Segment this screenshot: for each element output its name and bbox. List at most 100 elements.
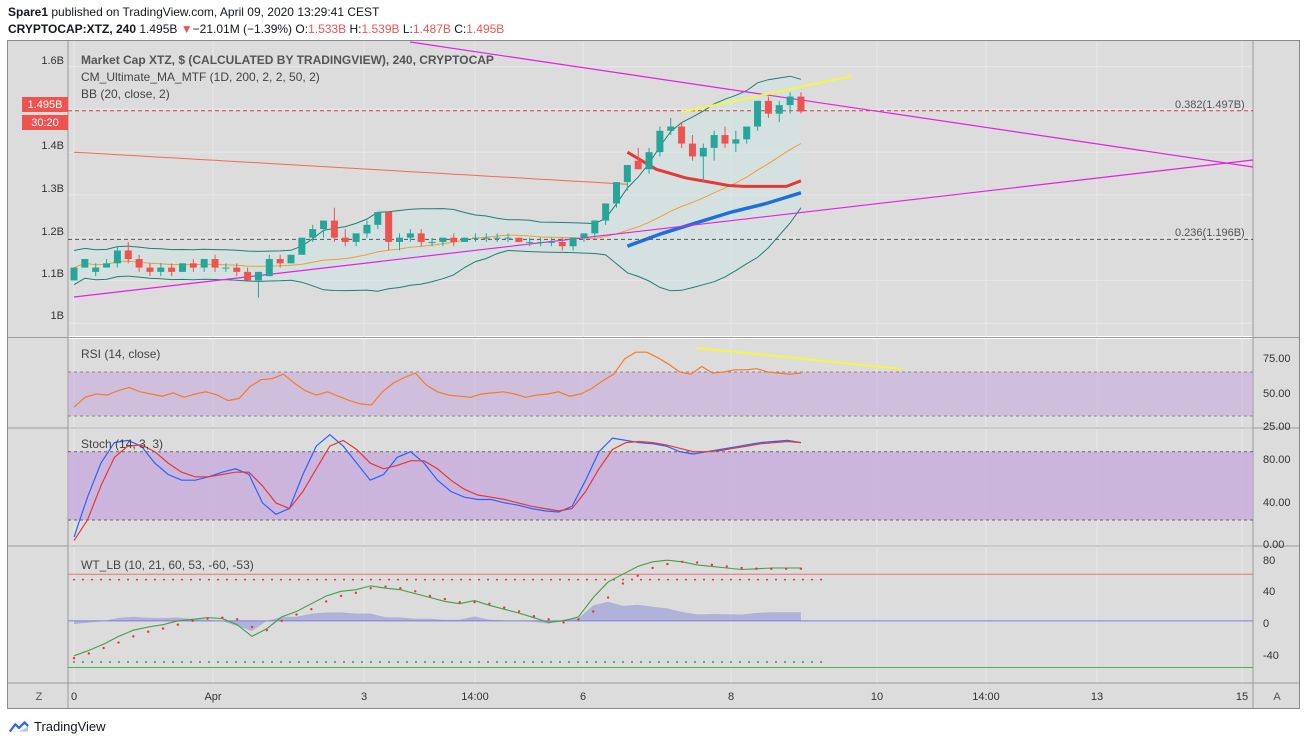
wt-pane[interactable] <box>68 547 1253 683</box>
indicator-bb-label: BB (20, close, 2) <box>81 87 170 101</box>
wt-ob-dot <box>784 578 786 581</box>
wt2-dot <box>695 561 699 564</box>
wt2-dot <box>592 610 595 613</box>
wt-os-dot <box>199 661 201 664</box>
candle-body <box>233 267 241 272</box>
wt-os-dot <box>559 661 561 664</box>
rsi-line <box>73 351 801 408</box>
author-name: Spare1 <box>8 5 49 19</box>
wt-os-dot <box>73 661 75 664</box>
wt2-dot <box>325 600 328 603</box>
wt-os-dot <box>379 661 381 664</box>
price-tag <box>22 97 68 112</box>
wt-tick: -40 <box>1263 650 1279 662</box>
rsi-divergence-line <box>696 347 903 370</box>
wt-ob-dot <box>496 578 498 581</box>
wt-ob-dot <box>73 578 75 581</box>
wt-os-dot <box>271 661 273 664</box>
wt2-dot <box>206 617 209 620</box>
wt1-line <box>73 559 801 657</box>
candle-body <box>569 237 577 247</box>
candle-body <box>309 229 317 238</box>
wt-os-dot <box>532 661 534 664</box>
wt-ob-dot <box>523 578 525 581</box>
wt-ob-dot <box>181 578 183 581</box>
y-tick: 1.4B <box>41 140 64 152</box>
candle-body <box>580 233 588 238</box>
candle-body <box>276 259 284 264</box>
candle-body <box>341 237 349 242</box>
candle-body <box>396 237 403 242</box>
wt2-dot <box>280 619 283 623</box>
wt-os-dot <box>712 661 714 664</box>
wt-os-dot <box>775 661 777 664</box>
wt2-dot <box>532 614 536 618</box>
wt-os-dot <box>235 661 237 664</box>
wt-ob-dot <box>415 578 417 581</box>
wt-os-dot <box>361 661 363 664</box>
wt-ob-dot <box>352 578 354 581</box>
main-series <box>68 41 1254 298</box>
zoom-button[interactable]: Z <box>36 691 43 703</box>
ohlc-line: CRYPTOCAP:XTZ, 240 1.495B ▼−21.01M (−1.3… <box>8 22 504 36</box>
candle-body <box>688 143 696 157</box>
candle-body <box>602 203 610 221</box>
wt-ob-dot <box>721 578 723 581</box>
left-axis-strip <box>8 41 68 683</box>
right-axis-strip <box>1253 41 1299 683</box>
wt2-dot <box>725 565 728 568</box>
candle-body <box>211 259 219 268</box>
low-value: 1.487B <box>412 22 451 36</box>
wt-ob-dot <box>730 578 732 581</box>
wt-os-dot <box>694 661 696 664</box>
wt-os-dot <box>325 661 327 664</box>
wt2-dot <box>517 610 521 613</box>
wt-ob-dot <box>244 578 246 581</box>
main-pane-title: Market Cap XTZ, $ (CALCULATED BY TRADING… <box>81 53 494 67</box>
wt-os-dot <box>217 661 219 664</box>
wt-ob-dot <box>775 578 777 581</box>
candle-body <box>613 182 620 204</box>
wt-ob-dot <box>172 578 174 581</box>
candle-body <box>678 126 686 144</box>
wt2-dot <box>354 591 358 595</box>
wt-os-dot <box>685 661 687 664</box>
wt-os-dot <box>658 661 660 664</box>
time-axis[interactable] <box>8 683 1299 708</box>
candle-body <box>558 241 566 247</box>
x-tick: 3 <box>361 691 367 703</box>
rsi-tick: 50.00 <box>1263 388 1291 400</box>
candle-body <box>764 100 772 114</box>
wt-ob-dot <box>757 578 759 581</box>
candle-body <box>320 220 328 230</box>
wt-ob-dot <box>568 578 570 581</box>
footer-brand[interactable]: TradingView <box>8 719 106 734</box>
wt-os-dot <box>136 661 138 664</box>
wt-os-dot <box>676 661 678 664</box>
wt-histogram-area <box>74 601 801 632</box>
wt-os-dot <box>370 661 372 664</box>
candle-body <box>363 224 371 234</box>
x-tick: 14:00 <box>972 691 1000 703</box>
bb-fill <box>74 76 801 292</box>
wt-ob-dot <box>379 578 381 581</box>
wt-os-dot <box>784 661 786 664</box>
wt-ob-dot <box>514 578 516 581</box>
bb-upper-line <box>73 75 802 252</box>
auto-scale-button[interactable]: A <box>1273 691 1281 703</box>
stoch-band <box>68 451 1253 520</box>
wt-os-dot <box>289 661 291 664</box>
wt2-dot <box>606 596 610 599</box>
wt-ob-dot <box>550 578 552 581</box>
wt2-dot <box>414 590 417 593</box>
candle-body <box>591 220 599 234</box>
symbol-label: CRYPTOCAP:XTZ, 240 <box>8 22 137 36</box>
high-value: 1.539B <box>361 22 400 36</box>
wt-os-dot <box>496 661 498 664</box>
wt-ob-dot <box>595 578 597 581</box>
wt2-dot <box>740 566 743 570</box>
stoch-tick: 40.00 <box>1263 497 1291 509</box>
wt-ob-dot <box>694 578 696 581</box>
wt-ob-dot <box>469 578 471 581</box>
